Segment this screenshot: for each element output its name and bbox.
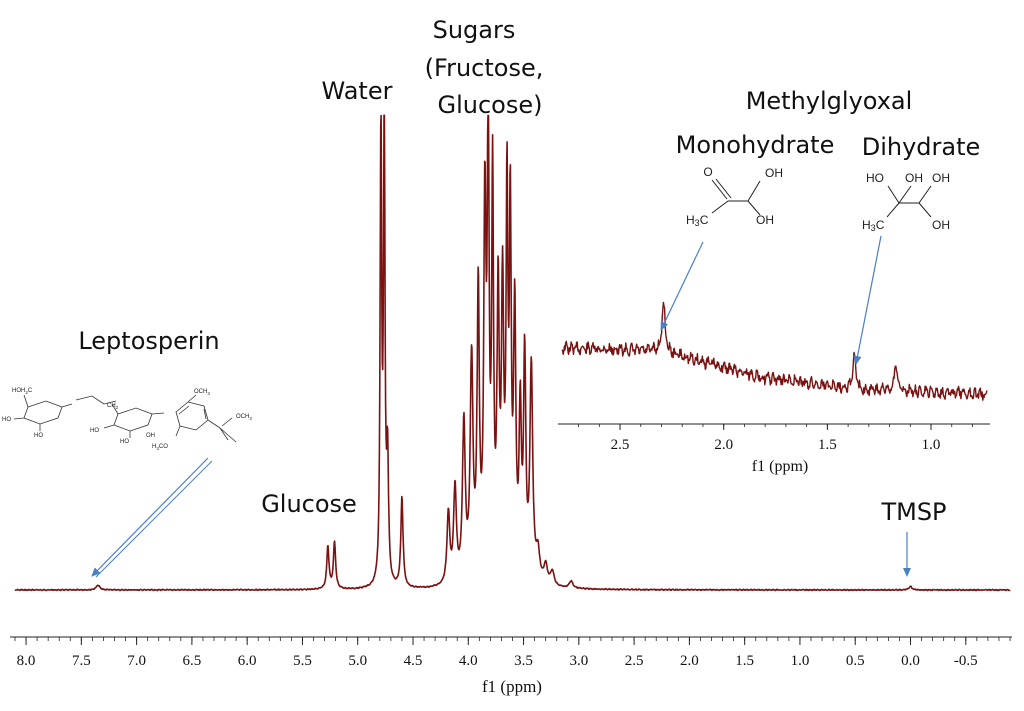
arrow-leptosperin [91,457,209,577]
label-glucose: Glucose [261,490,357,518]
main-tick-label: 3.5 [514,653,533,669]
lep-ho-2-text: HO [90,428,99,434]
label-leptosperin: Leptosperin [78,327,219,355]
lep-ch2-text: CH2 [107,403,119,410]
lep-ho-1-text: HO [2,417,11,423]
lep-hoh2c-text: HOH2C [12,388,33,395]
main-spectrum-trace [14,114,1011,592]
main-tick-label: 0.5 [846,653,865,669]
leptosperin-structure [13,394,237,443]
main-tick-label: 3.0 [569,653,588,669]
inset-tick-label: 2.5 [611,437,630,453]
lep-och3-ester-text: OCH3 [236,414,252,421]
inset-x-axis-label: f1 (ppm) [752,458,808,475]
di-ho-text: HO [866,171,884,185]
mono-o-text: O [703,165,712,179]
lep-ho-3-text: HO [120,439,129,445]
main-tick-label: 1.5 [735,653,754,669]
inset-spectrum-trace [561,301,988,401]
inset-tick-label: 2.0 [714,437,733,453]
main-tick-label: 7.0 [127,653,146,669]
main-tick-label: 6.5 [183,653,202,669]
mono-h3c-text: H3C [686,213,709,228]
mono-oh-top-text: OH [765,166,783,180]
main-tick-label: -0.5 [954,653,978,669]
monohydrate-structure [711,178,761,216]
lep-h3co-text: H3CO [152,444,168,451]
main-tick-label: 6.0 [238,653,257,669]
main-tick-label: 8.0 [17,653,36,669]
inset-tick-label: 1.0 [922,437,941,453]
main-x-axis-label: f1 (ppm) [482,677,542,696]
di-oh-mid-text: OH [905,171,923,185]
arrow-monohydrate [660,241,704,331]
di-h3c-text: H3C [862,218,885,233]
main-tick-label: 2.0 [680,653,699,669]
label-water: Water [322,77,393,105]
di-oh-right-text: OH [932,171,950,185]
main-x-ticks: 8.0 7.5 7.0 6.5 6.0 5.5 5.0 4.5 4.0 3.5 3.0 2.5 2.0 1… [14,637,1011,669]
inset-x-ticks: 2.5 2.0 1.5 1.0 [578,424,973,453]
label-sugars-line3: Glucose) [438,91,543,119]
main-tick-label: 4.5 [404,653,423,669]
mono-oh-bottom-text: OH [756,213,774,227]
lep-oh-2-text: OH [146,433,155,439]
arrow-dihydrate [853,235,882,365]
arrow-leptosperin-2 [95,460,213,578]
main-tick-label: 5.5 [293,653,312,669]
main-tick-label: 2.5 [625,653,644,669]
inset-spectrum-chart: 2.5 2.0 1.5 1.0 f1 (ppm) [558,301,990,475]
label-tmsp: TMSP [880,498,946,526]
di-oh-bottom-text: OH [932,218,950,232]
label-methylglyoxal: Methylglyoxal [746,87,913,115]
main-tick-label: 4.0 [459,653,478,669]
main-tick-label: 7.5 [72,653,91,669]
main-tick-label: 0.0 [901,653,920,669]
label-sugars-line1: Sugars [433,16,516,44]
inset-tick-label: 1.5 [818,437,837,453]
lep-och3-top-text: OCH3 [194,389,210,396]
label-sugars-line2: (Fructose, [425,54,544,82]
label-monohydrate: Monohydrate [676,131,835,159]
main-tick-label: 1.0 [791,653,810,669]
lep-oh-1-text: HO [34,433,43,439]
label-dihydrate: Dihydrate [862,133,981,161]
main-spectrum-chart: 8.0 7.5 7.0 6.5 6.0 5.5 5.0 4.5 4.0 3.5 3.0 2.5 2.0 1… [10,114,1012,696]
main-tick-label: 5.0 [348,653,367,669]
dihydrate-structure [886,185,932,218]
